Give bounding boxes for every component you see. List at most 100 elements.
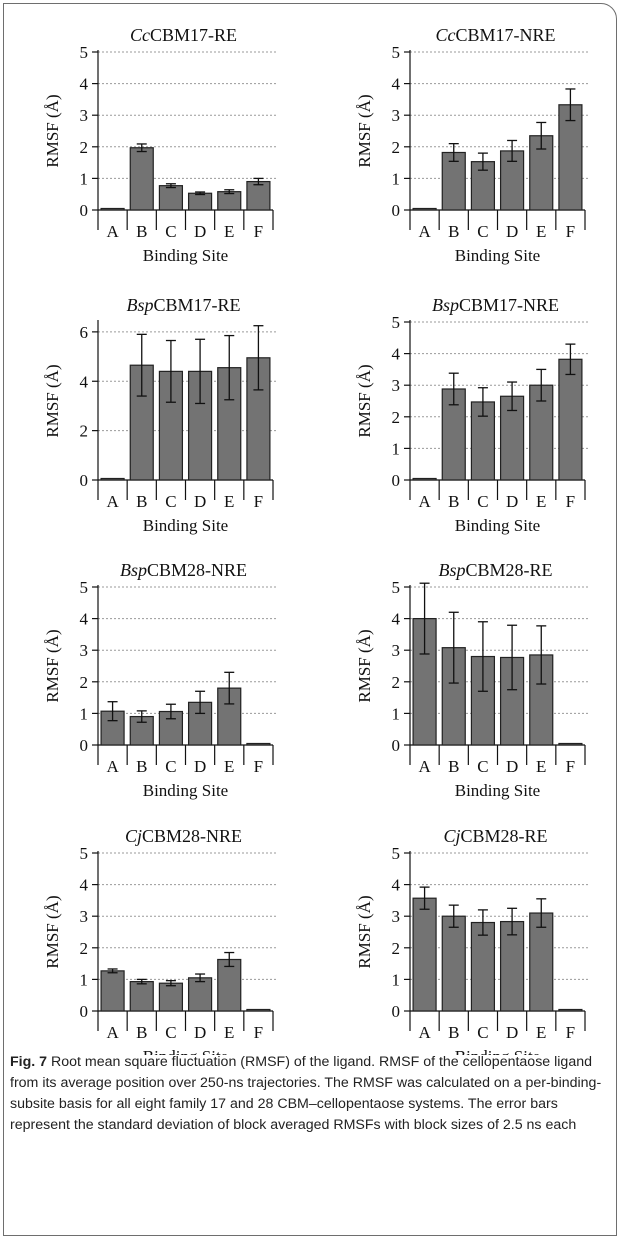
- bar: [129, 981, 154, 1012]
- chart-title-suffix: CBM28-RE: [461, 826, 548, 846]
- chart-title-prefix: Bsp: [432, 295, 459, 315]
- chart-title-suffix: CBM28-NRE: [147, 560, 247, 580]
- x-tick-label: B: [448, 222, 459, 241]
- y-tick-label: 4: [80, 610, 89, 629]
- y-tick-label: 5: [80, 844, 89, 863]
- x-tick-label: F: [566, 222, 575, 241]
- x-tick-label: B: [136, 1023, 147, 1042]
- bar: [187, 192, 213, 211]
- y-axis-label: RMSF (Å): [355, 364, 374, 437]
- y-tick-label: 2: [392, 408, 401, 427]
- x-tick-label: D: [506, 757, 518, 776]
- y-tick-label: 1: [392, 970, 401, 989]
- y-tick-label: 0: [392, 201, 401, 220]
- chart-title-suffix: CBM17-NRE: [455, 25, 555, 45]
- y-tick-label: 1: [80, 970, 89, 989]
- y-tick-label: 3: [392, 106, 401, 125]
- y-tick-label: 6: [80, 323, 89, 342]
- y-axis-label: RMSF (Å): [355, 94, 374, 167]
- x-tick-label: B: [448, 1023, 459, 1042]
- chart-panel: BspCBM17-NRE 0 1 2 3 4 5 RMSF (Å) A B C D E F Binding …: [355, 295, 589, 535]
- chart-title: BspCBM28-NRE: [120, 560, 247, 580]
- y-tick-label: 1: [392, 704, 401, 723]
- x-tick-label: B: [136, 492, 147, 511]
- x-tick-label: A: [418, 492, 431, 511]
- chart-title: CcCBM17-NRE: [435, 25, 555, 45]
- chart-title-suffix: CBM28-NRE: [142, 826, 242, 846]
- bar: [129, 147, 154, 211]
- chart-title-suffix: CBM17-RE: [153, 295, 240, 315]
- caption-text: Root mean square fluctuation (RMSF) of t…: [10, 1054, 602, 1133]
- x-axis-label: Binding Site: [455, 246, 540, 265]
- x-axis-label: Binding Site: [143, 1047, 228, 1055]
- chart-panel: BspCBM28-RE 0 1 2 3 4 5 RMSF (Å) A B C D E F Binding S…: [355, 560, 589, 800]
- chart-title-prefix: Cc: [435, 25, 455, 45]
- y-tick-label: 5: [392, 578, 401, 597]
- bar: [158, 982, 184, 1012]
- chart-title-prefix: Bsp: [126, 295, 153, 315]
- chart-title-suffix: CBM17-RE: [150, 25, 237, 45]
- x-tick-label: E: [536, 757, 546, 776]
- x-tick-label: A: [418, 757, 431, 776]
- x-tick-label: F: [566, 757, 575, 776]
- x-tick-label: A: [418, 222, 431, 241]
- y-tick-label: 3: [80, 907, 89, 926]
- y-tick-label: 5: [392, 844, 401, 863]
- figure-frame: [3, 3, 617, 1236]
- y-tick-label: 4: [392, 610, 401, 629]
- y-tick-label: 3: [392, 641, 401, 660]
- chart-title: CjCBM28-NRE: [125, 826, 242, 846]
- bar: [412, 477, 437, 481]
- x-tick-label: A: [418, 1023, 431, 1042]
- bar: [100, 970, 125, 1012]
- bar: [246, 180, 271, 211]
- bar: [187, 977, 213, 1012]
- y-tick-label: 0: [80, 201, 89, 220]
- x-tick-label: F: [254, 757, 263, 776]
- y-tick-label: 2: [392, 673, 401, 692]
- x-tick-label: B: [136, 222, 147, 241]
- chart-title-suffix: CBM28-RE: [465, 560, 552, 580]
- bar: [158, 185, 184, 211]
- chart-title-prefix: Cj: [125, 826, 142, 846]
- y-tick-label: 3: [80, 106, 89, 125]
- y-tick-label: 2: [392, 138, 401, 157]
- x-tick-label: C: [477, 1023, 488, 1042]
- x-tick-label: C: [165, 492, 176, 511]
- y-tick-label: 3: [80, 641, 89, 660]
- y-tick-label: 0: [80, 471, 89, 490]
- bar: [412, 207, 437, 211]
- chart-title: CjCBM28-RE: [443, 826, 547, 846]
- bar: [558, 742, 583, 746]
- bar: [217, 958, 242, 1012]
- x-tick-label: B: [448, 492, 459, 511]
- x-tick-label: D: [194, 222, 206, 241]
- chart-panel: BspCBM17-RE 0 2 4 6 RMSF (Å) A B C D E F Binding Sit…: [43, 295, 277, 535]
- x-tick-label: C: [477, 757, 488, 776]
- x-tick-label: F: [566, 1023, 575, 1042]
- chart-panel: BspCBM28-NRE 0 1 2 3 4 5 RMSF (Å) A B C D E F Binding …: [43, 560, 277, 800]
- x-tick-label: F: [566, 492, 575, 511]
- y-axis-label: RMSF (Å): [355, 895, 374, 968]
- y-tick-label: 5: [392, 313, 401, 332]
- y-tick-label: 2: [392, 939, 401, 958]
- bar: [558, 358, 583, 481]
- x-tick-label: E: [224, 492, 234, 511]
- chart-title: BspCBM17-NRE: [432, 295, 559, 315]
- x-tick-label: E: [536, 222, 546, 241]
- caption-label: Fig. 7: [10, 1054, 48, 1070]
- y-axis-label: RMSF (Å): [43, 94, 62, 167]
- x-tick-label: B: [448, 757, 459, 776]
- x-tick-label: A: [106, 492, 119, 511]
- x-tick-label: B: [136, 757, 147, 776]
- y-tick-label: 4: [80, 876, 89, 895]
- x-tick-label: F: [254, 1023, 263, 1042]
- x-tick-label: D: [194, 492, 206, 511]
- y-axis-label: RMSF (Å): [355, 629, 374, 702]
- y-tick-label: 0: [80, 736, 89, 755]
- x-tick-label: C: [477, 492, 488, 511]
- y-axis-label: RMSF (Å): [43, 629, 62, 702]
- y-tick-label: 4: [392, 876, 401, 895]
